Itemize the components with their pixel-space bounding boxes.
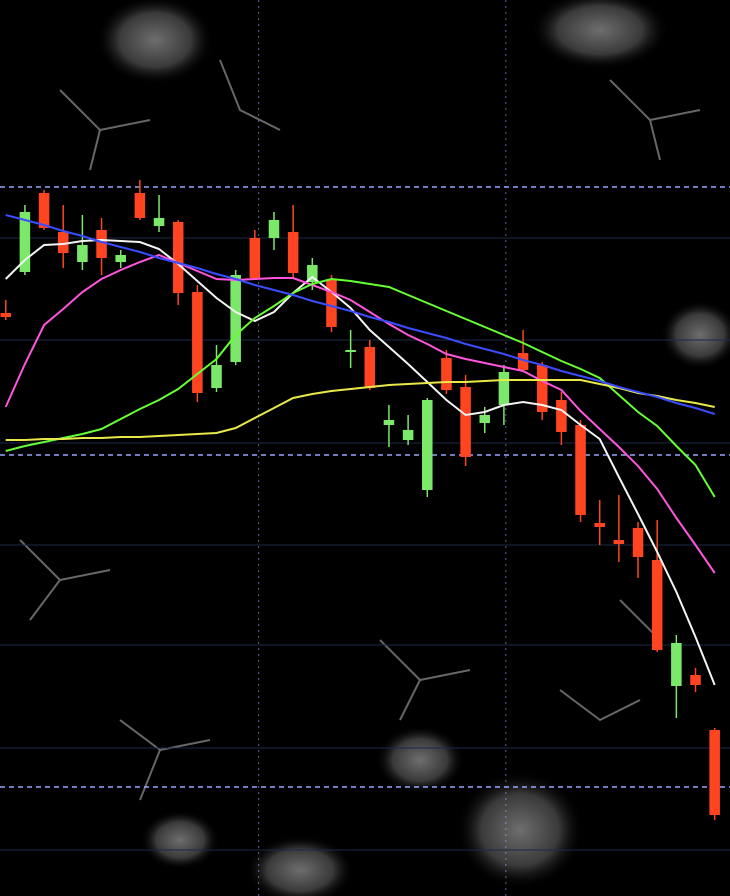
candle-body — [287, 232, 299, 273]
candle-body — [249, 238, 261, 278]
moving-average-line — [5, 277, 716, 498]
moving-average-line — [5, 379, 715, 441]
candle-body — [115, 255, 126, 262]
candle-body — [307, 265, 318, 282]
candle-body — [326, 280, 337, 327]
candle-body — [575, 425, 586, 515]
candle-body — [613, 540, 625, 544]
moving-average-line — [4, 253, 716, 574]
candle-body — [96, 230, 107, 258]
candle-body — [594, 523, 605, 527]
moving-average-line — [5, 214, 715, 415]
candle-body — [536, 365, 548, 412]
candle-body — [498, 372, 510, 405]
candle-body — [402, 430, 414, 440]
candle-body — [441, 358, 452, 390]
candle-body — [172, 222, 184, 293]
candle-body — [517, 353, 529, 370]
candle-body — [671, 643, 682, 686]
moving-average-line — [4, 238, 716, 686]
candle-body — [479, 415, 491, 423]
candle-body — [460, 387, 471, 457]
candle-body — [77, 245, 88, 262]
candle-body — [19, 212, 31, 272]
candle-body — [709, 730, 720, 815]
candle-body — [383, 420, 395, 425]
candle-body — [192, 292, 203, 393]
candle-body — [134, 193, 146, 218]
candle-body — [651, 560, 663, 650]
candle-body — [345, 350, 356, 352]
candle-body — [153, 218, 165, 226]
candle-body — [211, 365, 222, 388]
candle-body — [632, 528, 644, 557]
candle-body — [268, 220, 280, 238]
candle-body — [364, 347, 376, 388]
candle-body — [38, 193, 50, 228]
candle-body — [0, 313, 12, 317]
candle-body — [57, 232, 69, 253]
candle-body — [556, 400, 567, 432]
candle-body — [230, 275, 241, 362]
plot-area — [0, 180, 720, 820]
candle-body — [690, 675, 701, 685]
candle-body — [422, 400, 433, 490]
